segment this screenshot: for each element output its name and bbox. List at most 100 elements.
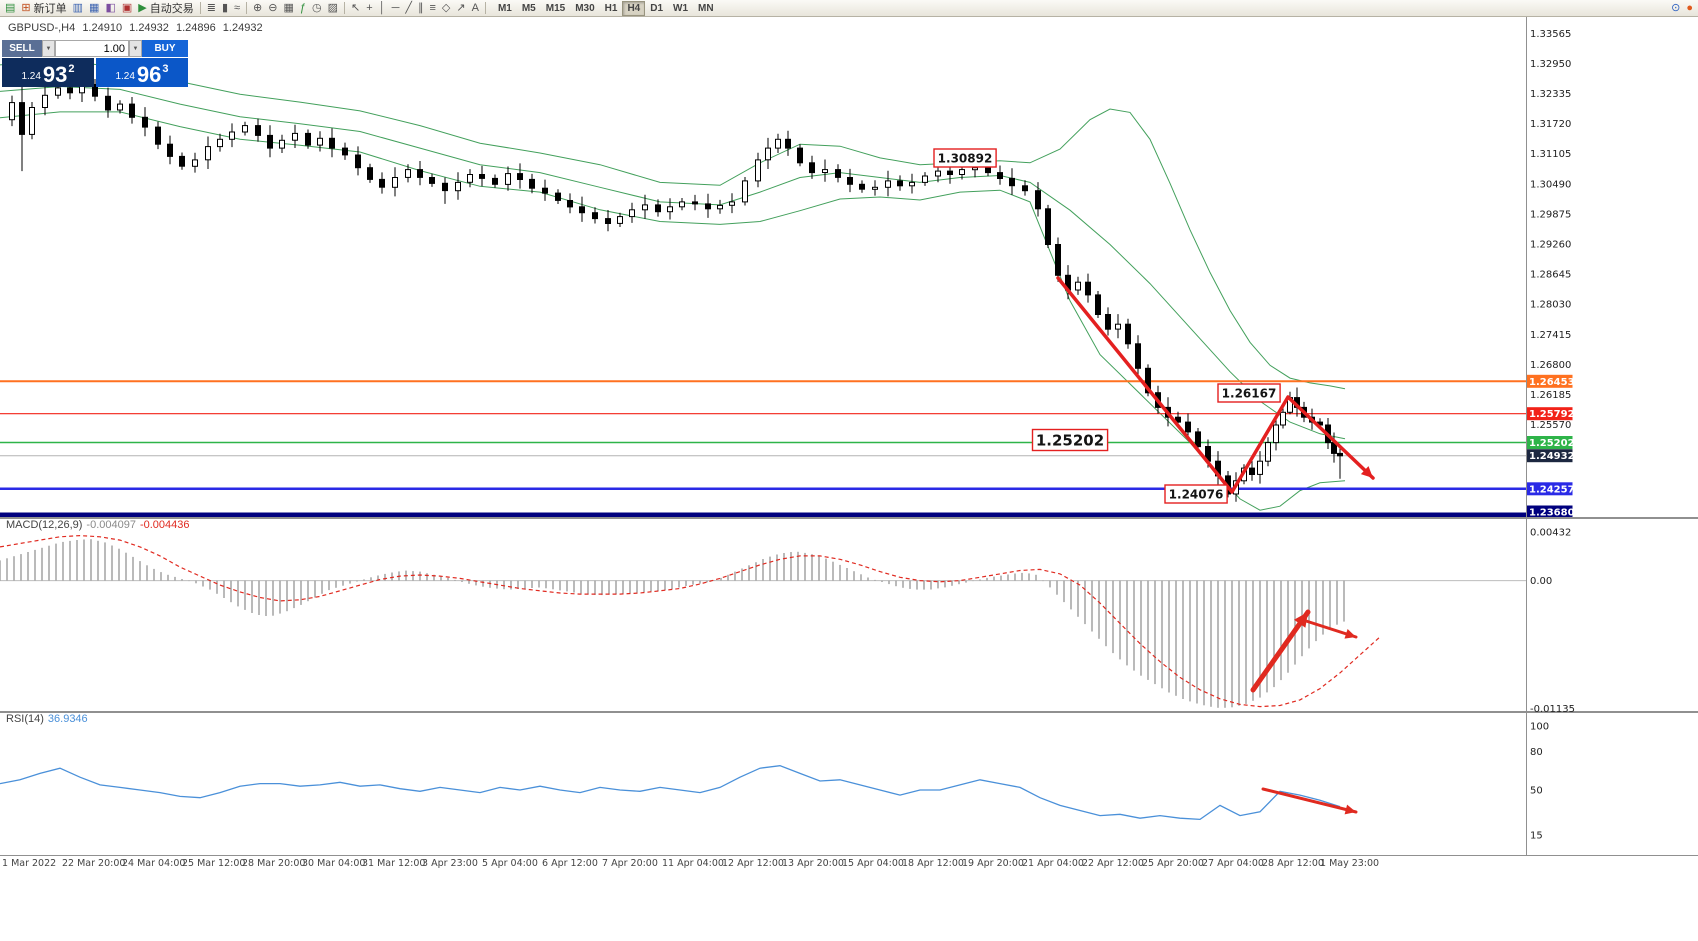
svg-text:1.24932: 1.24932 — [1529, 451, 1575, 462]
rsi-value: 36.9346 — [47, 713, 88, 725]
timeframe-m15-button[interactable]: M15 — [545, 2, 566, 14]
svg-text:5 Apr 04:00: 5 Apr 04:00 — [482, 858, 538, 869]
svg-text:1.26167: 1.26167 — [1222, 386, 1277, 400]
rsi-panel: 100 80 50 15 — [0, 722, 1549, 841]
new-chart-icon: ▤ — [5, 1, 16, 14]
cursor-button[interactable]: ↖ — [348, 1, 363, 16]
shapes-icon: ◇ — [441, 1, 451, 14]
navigator-button[interactable]: ◧ — [102, 1, 118, 16]
alert-badge[interactable]: ● — [1683, 1, 1696, 16]
panel-dividers — [0, 17, 1698, 856]
zoom-in-button[interactable]: ⊕ — [250, 1, 265, 16]
toolbar-left-group: ▤ ⊞ 新订单 ▥ ▦ ◧ ▣ ▶ 自动交易 ≣ ▮ ≈ ⊕ ⊖ ▦ ƒ ◷ ▨ ↖ + │ ─ ╱ ∥ ≡ ◇ ↗ A — [2, 1, 489, 16]
line-chart-button[interactable]: ≈ — [231, 1, 243, 16]
svg-text:22 Mar 20:00: 22 Mar 20:00 — [62, 858, 125, 869]
toolbar-right-group: ⊙ ● — [1668, 1, 1696, 16]
trendline-button[interactable]: ╱ — [402, 1, 415, 16]
crosshair-button[interactable]: + — [363, 1, 375, 16]
market-watch-button[interactable]: ▦ — [86, 1, 102, 16]
buy-button[interactable]: BUY — [142, 40, 188, 57]
svg-text:28 Mar 20:00: 28 Mar 20:00 — [242, 858, 305, 869]
candlestick-chart-button[interactable]: ▮ — [219, 1, 231, 16]
svg-text:1 May 23:00: 1 May 23:00 — [1320, 858, 1379, 869]
buy-price-prefix: 1.24 — [115, 71, 135, 82]
svg-text:1 Mar 2022: 1 Mar 2022 — [2, 858, 56, 869]
equidistant-channel-button[interactable]: ∥ — [415, 1, 427, 16]
symbol-period-label: GBPUSD-,H4 — [8, 22, 76, 34]
svg-text:3 Apr 23:00: 3 Apr 23:00 — [422, 858, 478, 869]
sell-price-big: 93 — [42, 62, 68, 88]
timeframe-h1-button[interactable]: H1 — [604, 2, 618, 14]
svg-text:13 Apr 20:00: 13 Apr 20:00 — [782, 858, 844, 869]
toolbar-separator — [246, 2, 248, 14]
open-value: 1.24910 — [82, 22, 123, 34]
terminal-button[interactable]: ▣ — [119, 1, 135, 16]
text-icon: A — [471, 1, 479, 14]
zoom-out-button[interactable]: ⊖ — [265, 1, 280, 16]
templates-icon: ▨ — [327, 1, 339, 14]
timeframe-m5-button[interactable]: M5 — [521, 2, 536, 14]
indicators-button[interactable]: ƒ — [297, 1, 309, 16]
chart-windows-button[interactable]: ▥ — [70, 1, 86, 16]
timeframe-w1-button[interactable]: W1 — [673, 2, 689, 14]
chart-ohlc-readout: GBPUSD-,H4 1.24910 1.24932 1.24896 1.249… — [8, 22, 267, 34]
fibonacci-icon: ≡ — [429, 1, 436, 14]
autotrading-button[interactable]: ▶ 自动交易 — [135, 1, 196, 16]
sell-button[interactable]: SELL — [2, 40, 42, 57]
svg-text:1.30892: 1.30892 — [938, 151, 993, 165]
volume-dropdown-button[interactable]: ▼ — [129, 40, 142, 57]
svg-text:1.25202: 1.25202 — [1036, 431, 1104, 449]
tile-windows-icon: ▦ — [283, 1, 294, 14]
svg-text:15 Apr 04:00: 15 Apr 04:00 — [842, 858, 904, 869]
svg-text:1.31105: 1.31105 — [1530, 149, 1571, 160]
terminal-icon: ▣ — [121, 1, 133, 14]
text-button[interactable]: A — [469, 1, 482, 16]
timeframe-toolbar: M1 M5 M15 M30 H1 H4 D1 W1 MN — [493, 0, 719, 16]
timeframe-d1-button[interactable]: D1 — [650, 2, 664, 14]
svg-text:1.23680: 1.23680 — [1529, 508, 1575, 519]
search-icon: ⊙ — [1671, 1, 1681, 14]
horizontal-line-button[interactable]: ─ — [389, 1, 403, 16]
tile-windows-button[interactable]: ▦ — [280, 1, 296, 16]
candlestick-chart-icon: ▮ — [221, 1, 228, 14]
volume-input[interactable] — [55, 40, 129, 57]
vertical-line-button[interactable]: │ — [376, 1, 389, 16]
arrows-button[interactable]: ↗ — [453, 1, 468, 16]
svg-text:1.25570: 1.25570 — [1530, 420, 1571, 431]
zoom-in-icon: ⊕ — [253, 1, 263, 14]
svg-text:12 Apr 12:00: 12 Apr 12:00 — [722, 858, 784, 869]
new-order-button[interactable]: ⊞ 新订单 — [18, 1, 69, 16]
fibonacci-button[interactable]: ≡ — [426, 1, 438, 16]
macd-main-value: -0.004097 — [86, 519, 136, 531]
horizontal-line-icon: ─ — [391, 1, 400, 14]
periods-button[interactable]: ◷ — [309, 1, 325, 16]
search-button[interactable]: ⊙ — [1668, 1, 1683, 16]
volume-down-button[interactable]: ▼ — [42, 40, 55, 57]
main-toolbar: ▤ ⊞ 新订单 ▥ ▦ ◧ ▣ ▶ 自动交易 ≣ ▮ ≈ ⊕ ⊖ ▦ ƒ ◷ ▨ ↖ + │ ─ ╱ ∥ ≡ ◇ ↗ A M1 M5 M1… — [0, 0, 1698, 17]
rsi-indicator-label: RSI(14) 36.9346 — [6, 713, 92, 725]
svg-text:1.28030: 1.28030 — [1530, 300, 1571, 311]
templates-button[interactable]: ▨ — [325, 1, 341, 16]
svg-text:50: 50 — [1530, 786, 1543, 797]
price-callouts: 1.30892 1.26167 1.25202 1.24076 — [933, 148, 1281, 504]
timeframe-m1-button[interactable]: M1 — [497, 2, 512, 14]
sell-price-display[interactable]: 1.24 93 2 — [2, 58, 94, 87]
shapes-button[interactable]: ◇ — [439, 1, 453, 16]
buy-price-display[interactable]: 1.24 96 3 — [96, 58, 188, 87]
timeframe-h4-button[interactable]: H4 — [622, 0, 646, 16]
new-chart-button[interactable]: ▤ — [2, 1, 18, 16]
svg-text:22 Apr 12:00: 22 Apr 12:00 — [1082, 858, 1144, 869]
alert-badge-icon: ● — [1686, 1, 1693, 14]
sell-price-pip: 2 — [68, 63, 75, 75]
timeframe-m30-button[interactable]: M30 — [575, 2, 595, 14]
timeframe-mn-button[interactable]: MN — [698, 2, 714, 14]
periods-icon: ◷ — [312, 1, 322, 14]
svg-text:25 Apr 20:00: 25 Apr 20:00 — [1142, 858, 1204, 869]
arrows-icon: ↗ — [456, 1, 466, 14]
bar-chart-button[interactable]: ≣ — [204, 1, 219, 16]
autotrading-icon: ▶ — [138, 1, 147, 14]
